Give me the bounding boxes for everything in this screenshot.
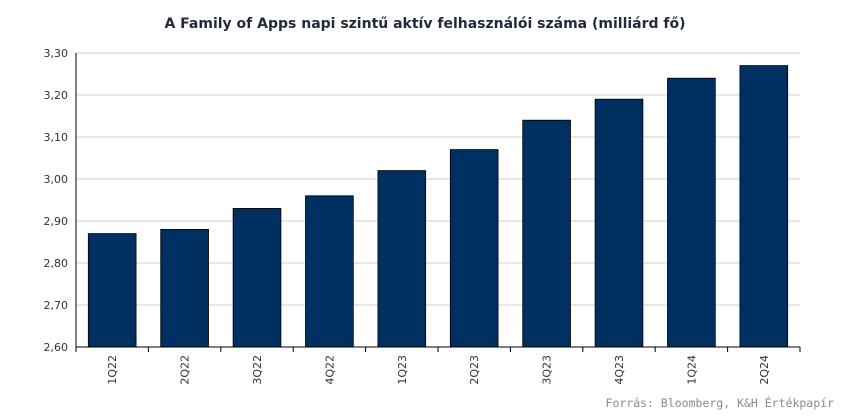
x-tick-label: 4Q22 (323, 355, 336, 385)
bar (449, 149, 499, 348)
bar (522, 119, 571, 348)
x-tick-label: 4Q23 (613, 355, 626, 385)
y-tick-label: 2,70 (44, 299, 69, 312)
y-tick-labels: 2,60 2,70 2,80 2,90 3,00 3,10 3,20 3,30 (44, 47, 69, 354)
bar (160, 228, 209, 348)
bar (377, 170, 427, 348)
x-tick-label: 1Q22 (106, 355, 119, 385)
x-tick-label: 1Q23 (396, 355, 409, 385)
y-tick-label: 2,60 (44, 341, 69, 354)
bars (87, 65, 789, 348)
x-tick-label: 2Q22 (179, 355, 192, 385)
x-tick-label: 2Q23 (468, 355, 481, 385)
source-note: Forrás: Bloomberg, K&H Értékpapír (605, 396, 834, 410)
bar (305, 195, 354, 348)
y-tick-label: 3,30 (44, 47, 69, 60)
x-tick-label: 3Q22 (251, 355, 264, 385)
x-tick-label: 2Q24 (758, 355, 771, 385)
y-tick-label: 3,00 (44, 173, 69, 186)
bar (667, 77, 716, 348)
y-tick-label: 2,80 (44, 257, 69, 270)
y-tick-label: 2,90 (44, 215, 69, 228)
y-tick-label: 3,20 (44, 89, 69, 102)
x-tick-label: 1Q24 (685, 355, 698, 385)
bar (87, 233, 137, 348)
bar (594, 98, 644, 348)
axes (75, 53, 801, 352)
chart-title: A Family of Apps napi szintű aktív felha… (164, 16, 686, 32)
x-tick-label: 3Q23 (541, 355, 554, 385)
bar (232, 207, 282, 348)
bar (739, 65, 789, 348)
x-tick-labels: 1Q22 2Q22 3Q22 4Q22 1Q23 2Q23 3Q23 4Q23 1Q24 2Q24 (106, 355, 771, 385)
y-tick-label: 3,10 (44, 131, 69, 144)
